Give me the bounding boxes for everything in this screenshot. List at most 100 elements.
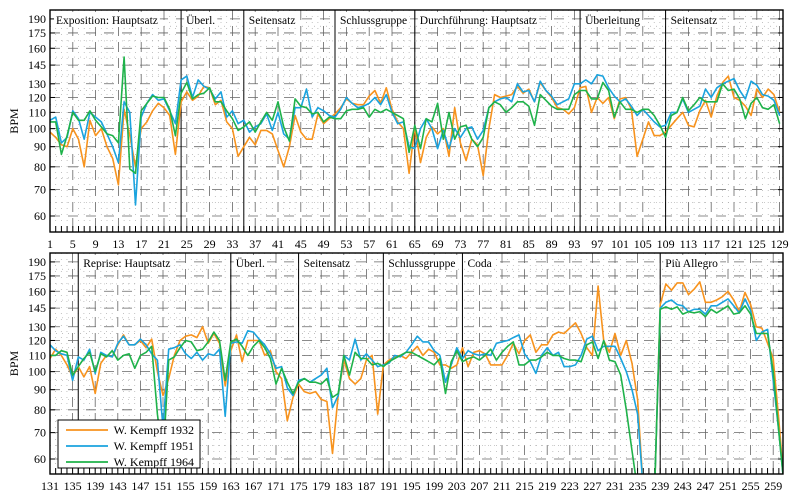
x-tick-label: 37 [249, 237, 261, 251]
x-tick-label: 179 [312, 479, 330, 493]
x-tick-label: 101 [611, 237, 629, 251]
x-tick-label: 13 [112, 237, 124, 251]
x-tick-label: 69 [432, 237, 444, 251]
x-tick-label: 131 [41, 479, 59, 493]
legend: W. Kempff 1932 W. Kempff 1951 W. Kempff 19… [57, 419, 201, 469]
x-tick-label: 231 [606, 479, 624, 493]
y-tick-label: 130 [28, 320, 46, 334]
section-label-bg [417, 12, 540, 27]
x-tick-label: 151 [154, 479, 172, 493]
x-tick-label: 73 [454, 237, 466, 251]
x-tick-label: 163 [222, 479, 240, 493]
x-tick-label: 17 [135, 237, 147, 251]
x-tick-label: 251 [719, 479, 737, 493]
plot-frame [49, 9, 784, 233]
section-label-bg [386, 255, 458, 270]
y-tick-label: 100 [28, 122, 46, 136]
x-tick-label: 195 [403, 479, 421, 493]
section-label-bg [338, 12, 410, 27]
y-tick-label: 160 [28, 284, 46, 298]
x-tick-label: 97 [591, 237, 603, 251]
x-tick-label: 203 [448, 479, 466, 493]
x-tick-label: 183 [335, 479, 353, 493]
section-label-bg [301, 255, 353, 270]
y-tick-label: 160 [28, 41, 46, 55]
x-tick-label: 41 [272, 237, 284, 251]
section-label-bg [54, 12, 160, 27]
legend-entry: W. Kempff 1964 [114, 455, 194, 469]
section-label: Überl. [186, 13, 215, 27]
y-tick-label: 145 [28, 301, 46, 315]
x-tick-label: 207 [470, 479, 488, 493]
y-tick-label: 60 [34, 452, 46, 466]
section-label-bg [233, 255, 267, 270]
legend-box [57, 419, 201, 469]
legend-entry: W. Kempff 1951 [114, 439, 194, 453]
section-label: Seitensatz [249, 15, 296, 27]
x-tick-label: 9 [93, 237, 99, 251]
series-lines [50, 56, 781, 206]
y-tick-label: 110 [28, 348, 46, 362]
section-label-bg [583, 12, 643, 27]
x-tick-label: 171 [267, 479, 285, 493]
x-tick-label: 215 [516, 479, 534, 493]
x-tick-label: 135 [64, 479, 82, 493]
section-label: Reprise: Hauptsatz [83, 258, 170, 270]
x-tick-label: 255 [742, 479, 760, 493]
section-label: Überleitung [585, 13, 640, 27]
x-tick-label: 199 [425, 479, 443, 493]
x-tick-label: 211 [493, 479, 511, 493]
x-tick-label: 93 [568, 237, 580, 251]
series-line-w-kempff-1932 [50, 281, 783, 474]
section-label-bg [246, 12, 298, 27]
x-tick-label: 57 [363, 237, 375, 251]
x-tick-label: 259 [764, 479, 782, 493]
x-tick-label: 105 [634, 237, 652, 251]
section-label: Überl. [236, 256, 265, 270]
section-label-bg [663, 255, 721, 270]
series-line-w-kempff-1951 [50, 298, 783, 474]
section-label: Schlussgruppe [388, 258, 455, 270]
y-tick-label: 80 [34, 403, 46, 417]
y-tick-label: 90 [34, 140, 46, 154]
section-label: Coda [467, 258, 491, 270]
x-tick-label: 247 [696, 479, 714, 493]
section-label: Exposition: Hauptsatz [56, 15, 158, 27]
x-tick-label: 243 [674, 479, 692, 493]
y-axis-label: BPM [7, 351, 21, 377]
x-tick-label: 65 [409, 237, 421, 251]
x-tick-label: 1 [47, 237, 53, 251]
section-label: Più Allegro [665, 258, 718, 270]
x-tick-label: 49 [318, 237, 330, 251]
y-tick-label: 70 [34, 426, 46, 440]
x-tick-label: 109 [657, 237, 675, 251]
x-tick-label: 227 [583, 479, 601, 493]
x-tick-label: 61 [386, 237, 398, 251]
x-tick-label: 29 [204, 237, 216, 251]
x-tick-label: 147 [131, 479, 149, 493]
x-tick-label: 89 [546, 237, 558, 251]
y-tick-label: 80 [34, 160, 46, 174]
x-tick-label: 33 [226, 237, 238, 251]
y-tick-label: 175 [28, 269, 46, 283]
x-tick-label: 219 [538, 479, 556, 493]
series-line-w-kempff-1964 [50, 56, 781, 175]
y-tick-label: 90 [34, 383, 46, 397]
y-tick-label: 190 [28, 12, 46, 26]
x-tick-label: 53 [340, 237, 352, 251]
y-tick-label: 60 [34, 209, 46, 223]
x-tick-label: 25 [181, 237, 193, 251]
x-tick-label: 21 [158, 237, 170, 251]
y-tick-label: 70 [34, 183, 46, 197]
x-tick-label: 239 [651, 479, 669, 493]
x-tick-label: 175 [290, 479, 308, 493]
x-tick-label: 125 [748, 237, 766, 251]
x-tick-label: 155 [177, 479, 195, 493]
grid [49, 10, 783, 232]
legend-entry: W. Kempff 1932 [114, 423, 194, 437]
x-tick-label: 167 [244, 479, 262, 493]
